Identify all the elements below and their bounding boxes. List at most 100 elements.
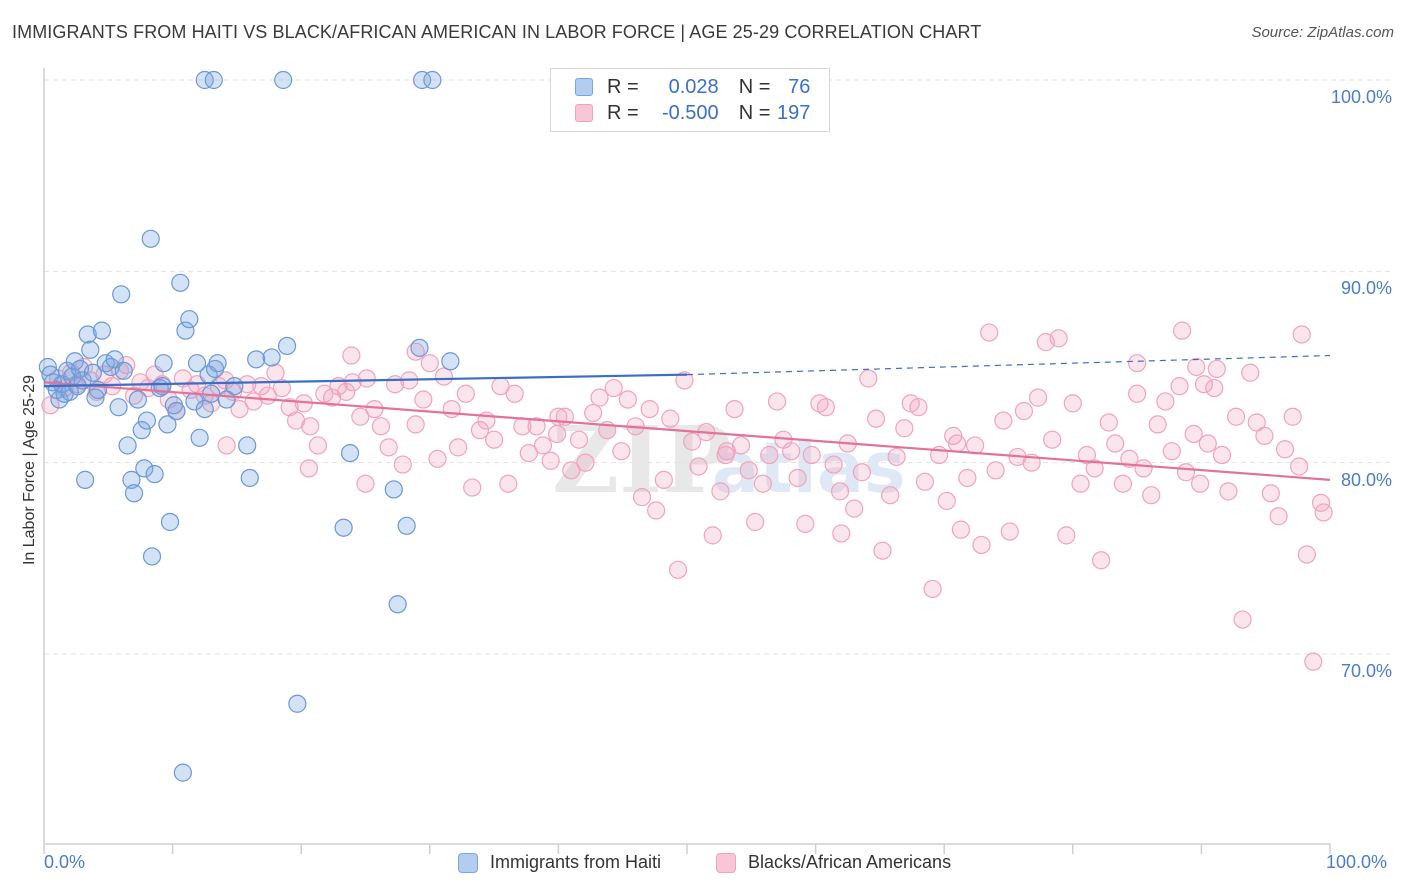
data-point-haiti [180, 310, 199, 329]
data-point-black [1134, 459, 1153, 478]
stats-legend: R = 0.028 N = 76 R = -0.500 N = 197 [550, 68, 830, 132]
data-point-black [986, 461, 1005, 480]
legend-item-label: Blacks/African Americans [748, 852, 952, 872]
data-point-black [887, 447, 906, 467]
data-point-haiti [137, 411, 156, 430]
data-point-black [618, 390, 637, 409]
data-point-black [731, 436, 751, 455]
data-point-haiti [412, 70, 432, 90]
data-point-black [1184, 424, 1203, 444]
data-point-black [1162, 442, 1181, 461]
data-point-black [456, 384, 475, 403]
data-point-black [909, 398, 928, 417]
data-point-black [788, 468, 807, 488]
data-point-haiti [114, 361, 133, 380]
data-point-black [683, 432, 702, 451]
data-point-haiti [334, 518, 353, 537]
data-point-black [308, 436, 328, 455]
data-point-black [584, 403, 603, 423]
data-point-haiti [78, 325, 97, 344]
data-point-black [217, 436, 236, 455]
data-point-black [1275, 440, 1295, 459]
data-point-black [1247, 413, 1266, 432]
data-point-black [356, 474, 375, 493]
data-point-haiti [208, 354, 227, 373]
data-point-black [1049, 329, 1068, 348]
data-point-black [760, 445, 779, 465]
data-point-black [994, 411, 1013, 430]
data-point-black [796, 514, 815, 533]
n-value: 76 [788, 75, 811, 98]
data-point-black [1085, 459, 1104, 478]
data-point-black [654, 470, 673, 489]
data-point-haiti [190, 428, 209, 447]
data-point-haiti [171, 273, 190, 292]
n-label: N = [738, 75, 771, 98]
data-point-black [485, 430, 504, 449]
data-point-black [1198, 434, 1217, 453]
data-point-black [499, 474, 518, 493]
data-point-black [1091, 551, 1111, 570]
data-point-black [470, 421, 490, 440]
data-point-black [832, 524, 851, 543]
data-point-black [1028, 388, 1048, 407]
data-point-haiti [410, 338, 429, 357]
data-point-black [1241, 363, 1260, 382]
data-point-black [379, 438, 398, 457]
data-point-black [1212, 445, 1232, 465]
data-point-black [1057, 526, 1076, 545]
data-point-black [266, 363, 285, 382]
data-point-black [980, 323, 999, 342]
series-immigrants-from-haiti [38, 70, 460, 782]
data-point-black [866, 409, 886, 428]
data-point-black [661, 409, 680, 428]
series-blacks-african-americans [41, 321, 1333, 671]
data-point-black [428, 449, 447, 468]
data-point-black [951, 520, 971, 539]
data-point-haiti [83, 363, 102, 382]
data-point-black [1255, 426, 1274, 445]
data-point-black [881, 486, 900, 505]
data-point-haiti [225, 377, 244, 396]
r-label: R = [607, 101, 639, 124]
r-value: -0.500 [661, 101, 719, 124]
data-point-black [816, 398, 835, 417]
data-point-black [845, 499, 864, 518]
data-point-black [1000, 522, 1019, 541]
data-point-haiti [384, 480, 403, 499]
trend-lines [43, 354, 1331, 481]
data-point-black [1304, 652, 1323, 671]
data-point-black [357, 369, 376, 388]
data-point-black [923, 579, 942, 599]
x-tick-label-min: 0.0% [44, 852, 86, 872]
data-point-black [1071, 474, 1090, 493]
data-point-black [448, 438, 468, 457]
data-point-black [1099, 413, 1118, 432]
data-point-haiti [81, 340, 100, 359]
y-tick-label: 70.0% [1340, 661, 1392, 681]
data-point-black [272, 378, 292, 398]
data-point-black [612, 442, 631, 461]
r-value: 0.028 [668, 75, 719, 98]
data-point-black [1170, 377, 1189, 396]
watermark: ZIP atlas [552, 406, 906, 514]
data-point-haiti [142, 547, 162, 566]
data-point-black [1207, 359, 1226, 379]
series-legend: Immigrants from Haiti Blacks/African Ame… [0, 852, 1406, 878]
data-point-black [1219, 482, 1238, 501]
legend-item-black[interactable]: Blacks/African Americans [716, 852, 951, 873]
data-point-black [533, 436, 553, 455]
data-point-haiti [187, 354, 207, 373]
data-point-haiti [204, 70, 223, 90]
data-point-haiti [441, 352, 460, 371]
data-point-black [576, 453, 595, 472]
legend-item-haiti[interactable]: Immigrants from Haiti [458, 852, 661, 873]
data-point-black [1014, 401, 1034, 421]
chart-title: IMMIGRANTS FROM HAITI VS BLACK/AFRICAN A… [12, 22, 982, 42]
data-point-black [1283, 407, 1302, 426]
data-point-black [1233, 610, 1252, 629]
n-value: 197 [777, 101, 811, 124]
data-point-black [393, 455, 412, 474]
data-point-black [1176, 463, 1196, 482]
stats-legend-row-haiti: R = 0.028 N = 76 [575, 74, 810, 100]
